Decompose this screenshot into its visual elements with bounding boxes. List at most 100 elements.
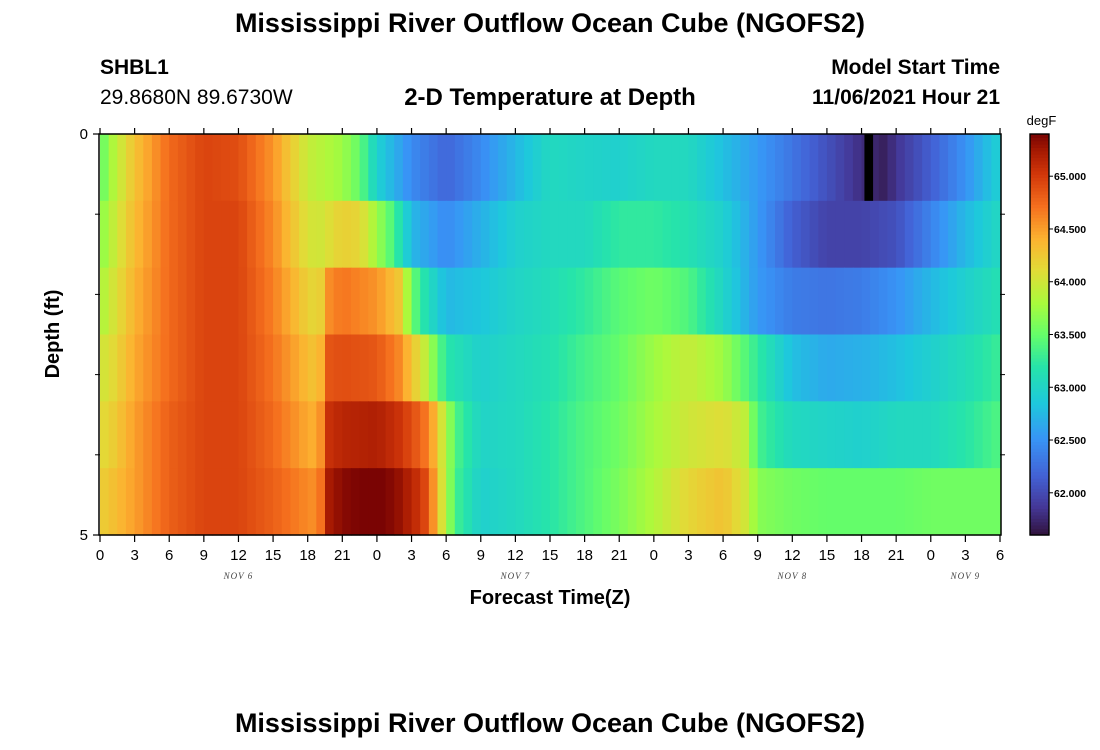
heatmap-cell — [359, 334, 369, 402]
heatmap-cell — [489, 134, 499, 202]
heatmap-cell — [437, 200, 447, 269]
heatmap-cell — [446, 401, 456, 469]
colorbar-segment — [1030, 160, 1049, 165]
heatmap-cell — [671, 334, 681, 402]
heatmap-cell — [904, 468, 915, 536]
heatmap-cell — [281, 134, 291, 202]
heatmap-cell — [731, 401, 741, 469]
heatmap-cell — [411, 267, 421, 336]
colorbar-tick-label: 63.500 — [1054, 330, 1086, 342]
heatmap-cell — [108, 401, 118, 469]
heatmap-cell — [186, 200, 196, 269]
heatmap-cell — [229, 134, 240, 202]
heatmap-cell — [515, 200, 525, 269]
colorbar-segment — [1030, 484, 1049, 489]
heatmap-cell — [273, 200, 283, 269]
heatmap-cell — [965, 334, 975, 402]
heatmap-cell — [575, 468, 586, 536]
heatmap-cell — [991, 401, 1001, 469]
colorbar-segment — [1030, 237, 1049, 242]
heatmap-cell — [472, 267, 482, 336]
heatmap-cell — [766, 334, 776, 402]
heatmap-cell — [575, 267, 586, 336]
heatmap-cell — [818, 401, 828, 469]
heatmap-cell — [255, 200, 266, 269]
heatmap-cell — [679, 401, 690, 469]
x-tick-label: 18 — [299, 547, 316, 564]
heatmap-cell — [792, 401, 802, 469]
heatmap-cell — [723, 134, 733, 202]
colorbar-segment — [1030, 451, 1049, 456]
heatmap-cell — [394, 267, 404, 336]
heatmap-cell — [177, 401, 188, 469]
heatmap-cell — [437, 468, 447, 536]
heatmap-cell — [160, 200, 170, 269]
heatmap-cell — [948, 334, 958, 402]
heatmap-cell — [524, 401, 534, 469]
colorbar-segment — [1030, 441, 1049, 446]
heatmap-cell — [896, 468, 906, 536]
heatmap-cell — [350, 401, 361, 469]
x-tick-label: 12 — [507, 547, 524, 564]
heatmap-cell — [299, 134, 309, 202]
heatmap-cell — [359, 468, 369, 536]
x-tick-label: 0 — [650, 547, 658, 564]
x-tick-label: 3 — [407, 547, 415, 564]
heatmap-cell — [420, 334, 430, 402]
heatmap-cell — [307, 134, 317, 202]
heatmap-cell — [705, 401, 716, 469]
heatmap-cell — [229, 267, 240, 336]
colorbar-segment — [1030, 214, 1049, 219]
x-tick-label: 21 — [334, 547, 351, 564]
heatmap-cell — [610, 134, 620, 202]
colorbar-segment — [1030, 501, 1049, 506]
heatmap-cell — [299, 401, 309, 469]
colorbar-segment — [1030, 174, 1049, 179]
heatmap-cell — [134, 401, 144, 469]
colorbar-segment — [1030, 157, 1049, 162]
heatmap-cell — [878, 468, 889, 536]
heatmap-cell — [610, 401, 620, 469]
heatmap-cell — [887, 134, 897, 202]
heatmap-cell — [212, 401, 222, 469]
heatmap-cell — [151, 134, 162, 202]
heatmap-cell — [645, 468, 655, 536]
heatmap-cell — [593, 334, 603, 402]
heatmap-cell — [550, 334, 560, 402]
heatmap-cell — [800, 134, 811, 202]
heatmap-cell — [697, 267, 707, 336]
colorbar-segment — [1030, 377, 1049, 382]
heatmap-cell — [151, 200, 162, 269]
colorbar-segment — [1030, 327, 1049, 332]
heatmap-cell — [818, 468, 828, 536]
heatmap-cell — [558, 267, 568, 336]
x-axis-label: Forecast Time(Z) — [470, 587, 631, 609]
colorbar-segment — [1030, 391, 1049, 396]
heatmap-cell — [472, 134, 482, 202]
colorbar-segment — [1030, 220, 1049, 225]
colorbar-segment — [1030, 374, 1049, 379]
heatmap-cell — [974, 334, 984, 402]
heatmap-cell — [307, 267, 317, 336]
heatmap-cell — [688, 468, 698, 536]
heatmap-cell — [428, 334, 439, 402]
colorbar-segment — [1030, 341, 1049, 346]
heatmap-cell — [325, 200, 335, 269]
heatmap-cell — [125, 200, 136, 269]
heatmap-cell — [143, 267, 153, 336]
heatmap-cell — [930, 200, 941, 269]
heatmap-cell — [671, 468, 681, 536]
heatmap-cell — [636, 267, 646, 336]
heatmap-cell — [376, 134, 387, 202]
heatmap-cell — [965, 134, 975, 202]
heatmap-cell — [480, 200, 491, 269]
heatmap-cell — [731, 468, 741, 536]
heatmap-cell — [117, 200, 127, 269]
heatmap-cell — [705, 334, 716, 402]
colorbar-segment — [1030, 478, 1049, 483]
heatmap-cell — [100, 134, 110, 202]
heatmap-cell — [532, 401, 542, 469]
heatmap-cell — [350, 334, 361, 402]
heatmap-cell — [524, 134, 534, 202]
colorbar: 62.000 62.500 63.000 63.500 64.000 64.500 65.0… — [1027, 113, 1086, 536]
